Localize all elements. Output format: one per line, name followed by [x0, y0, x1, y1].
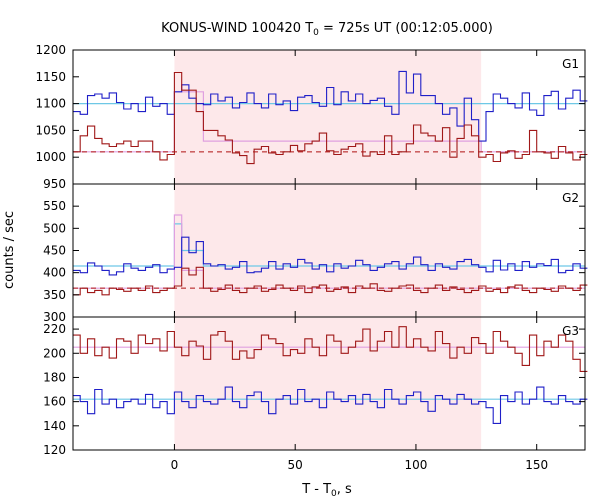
y-tick-label: 140	[43, 419, 66, 433]
x-axis-label-subscript: 0	[331, 489, 337, 499]
chart-title-rest: = 725s UT (00:12:05.000)	[319, 21, 493, 36]
y-tick-label: 300	[43, 310, 66, 324]
y-tick-label: 200	[43, 346, 66, 360]
y-tick-label: 400	[43, 266, 66, 280]
lightcurve-g2-b	[73, 266, 588, 296]
x-tick-label: 0	[171, 458, 179, 472]
panel-g3: 120 140 160 180 200 220 G3	[43, 316, 588, 457]
y-tick-label: 1050	[35, 123, 66, 137]
y-tick-label: 1150	[35, 70, 66, 84]
panel-g1: 950 1000 1050 1100 1150 1200 G1	[35, 43, 588, 191]
y-tick-label: 1200	[35, 43, 66, 57]
y-tick-label: 350	[43, 288, 66, 302]
x-tick-label: 150	[525, 458, 548, 472]
lightcurve-g1-b	[73, 71, 588, 165]
x-axis-label: T - T0, s	[301, 482, 352, 499]
highlight-interval	[174, 184, 482, 317]
panel-label: G2	[562, 191, 579, 205]
y-tick-label: 220	[43, 322, 66, 336]
chart-title: KONUS-WIND 100420 T0 = 725s UT (00:12:05…	[161, 21, 493, 38]
y-tick-label: 450	[43, 244, 66, 258]
y-tick-label: 950	[43, 177, 66, 191]
panel-g2: 300 350 400 450 500 550 G2	[43, 183, 588, 324]
y-axis-label: counts / sec	[2, 211, 17, 289]
panel-label: G3	[562, 324, 579, 338]
y-tick-label: 1000	[35, 150, 66, 164]
y-tick-label: 550	[43, 199, 66, 213]
chart-panels: 95010001050110011501200G1300350400450500…	[35, 43, 588, 472]
y-tick-label: 160	[43, 395, 66, 409]
lightcurve-g3-a	[73, 326, 588, 372]
y-tick-label: 180	[43, 370, 66, 384]
lightcurve-g2-a	[73, 236, 588, 276]
highlight-interval	[174, 50, 482, 184]
y-tick-label: 500	[43, 221, 66, 235]
panel-label: G1	[562, 57, 579, 71]
chart-title-main: KONUS-WIND 100420 T	[161, 21, 313, 36]
y-tick-label: 1100	[35, 97, 66, 111]
y-tick-label: 120	[43, 443, 66, 457]
x-tick-label: 100	[404, 458, 427, 472]
chart-title-subscript: 0	[313, 28, 319, 38]
x-tick-label: 50	[288, 458, 303, 472]
panel-frame	[72, 316, 586, 451]
lightcurve-g1-a	[73, 70, 588, 142]
x-axis-label-rest: , s	[337, 482, 352, 497]
lightcurve-g3-b	[73, 386, 588, 424]
x-axis-label-main: T - T	[301, 482, 331, 497]
